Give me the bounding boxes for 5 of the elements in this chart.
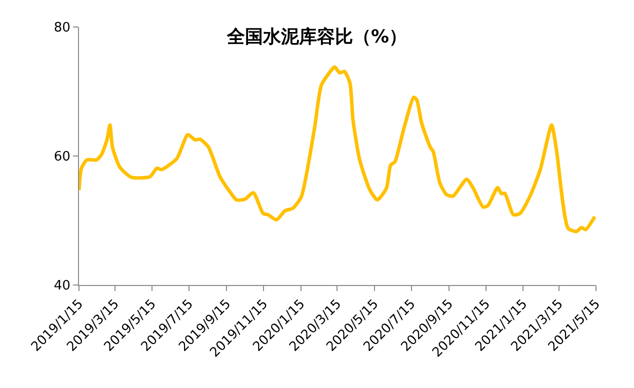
chart-title: 全国水泥库容比（%） [226,26,408,48]
line-series [79,65,596,234]
y-tick-label: 40 [54,278,70,294]
y-tick-label: 60 [54,150,70,165]
y-tick-label: 80 [54,20,70,36]
